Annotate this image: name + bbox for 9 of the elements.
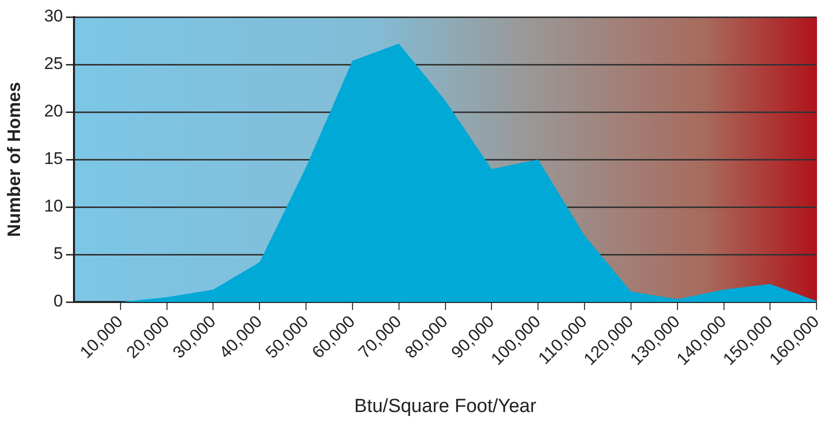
y-tick-label: 20 (44, 102, 63, 121)
y-tick-label: 25 (44, 54, 63, 74)
y-tick-label: 30 (44, 6, 63, 26)
x-axis-title: Btu/Square Foot/Year (354, 396, 537, 417)
y-tick-label: 10 (44, 196, 63, 216)
y-tick-label: 15 (44, 149, 63, 168)
y-tick-label: 0 (54, 292, 63, 311)
y-tick-label: 5 (54, 244, 63, 264)
y-axis-title: Number of Homes (4, 82, 24, 238)
